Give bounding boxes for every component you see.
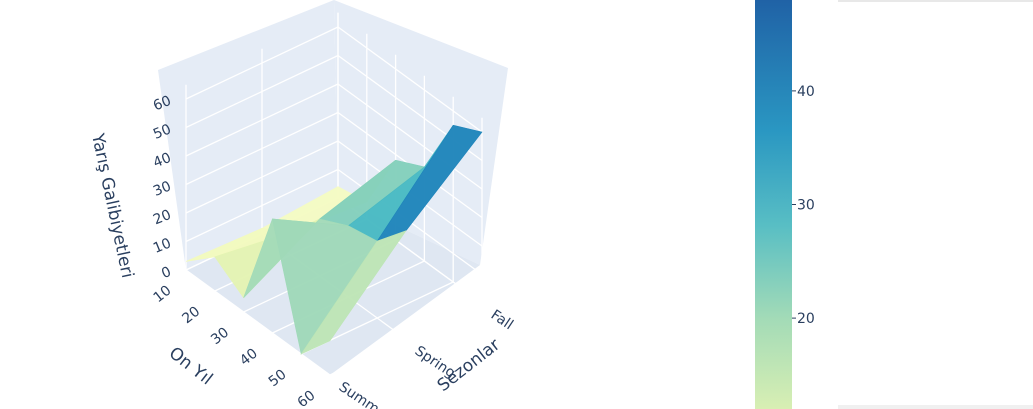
colorbar: 20 30 40 [755, 0, 815, 409]
x-tick-label: 60 [295, 388, 319, 409]
y-tick-label: Fall [488, 307, 516, 333]
z-tick-label: 60 [151, 93, 174, 115]
colorbar-tick-label: 20 [797, 311, 815, 327]
z-tick-label: 20 [151, 207, 174, 229]
colorbar-gradient [755, 0, 792, 409]
grid-line [337, 26, 483, 133]
grid-line [185, 269, 331, 376]
y-tick-label: Summer [336, 379, 394, 409]
grid-line [337, 83, 483, 190]
back-wall-left [158, 0, 338, 270]
x-tick-label: 50 [266, 367, 290, 391]
colorbar-ticks: 20 30 40 [792, 84, 815, 327]
z-axis-title: Yarış Galibiyetleri [87, 131, 137, 280]
x-tick-label: 20 [179, 304, 203, 328]
modebar-edge [838, 0, 1033, 2]
z-tick-label: 0 [159, 264, 173, 282]
z-tick-label: 50 [151, 121, 174, 143]
z-axis-ticks: 0 10 20 30 40 50 60 [151, 93, 174, 282]
colorbar-tick-label: 40 [797, 84, 815, 100]
x-tick-label: 40 [237, 346, 261, 370]
surface-mesh[interactable] [185, 124, 483, 355]
x-tick-label: 30 [208, 325, 232, 349]
z-tick-label: 30 [151, 178, 174, 200]
bottom-edge [838, 405, 1033, 409]
x-axis-title: On Yıl [165, 343, 216, 389]
z-tick-label: 40 [151, 150, 174, 172]
z-tick-label: 10 [151, 235, 174, 257]
colorbar-tick-label: 30 [797, 198, 815, 214]
x-tick-label: 10 [151, 283, 175, 307]
surface-patch[interactable] [300, 230, 407, 355]
